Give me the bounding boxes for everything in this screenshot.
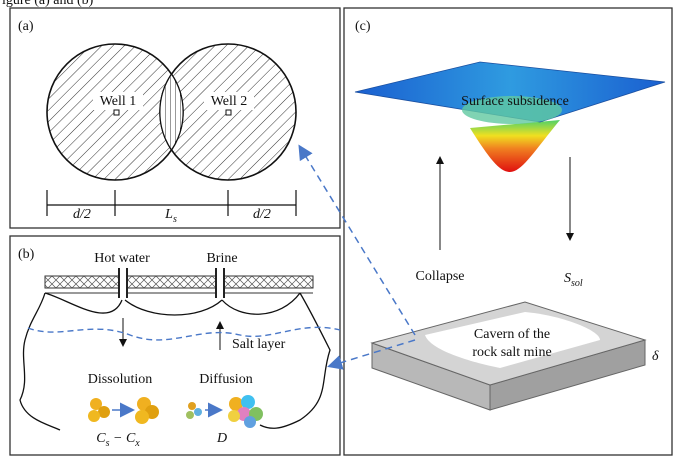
well-label: Hot water bbox=[94, 251, 150, 266]
subsidence-surface bbox=[355, 62, 665, 172]
dimension-label: Ls bbox=[164, 207, 177, 225]
well-label: Well 1 bbox=[100, 94, 137, 109]
well-label: Brine bbox=[206, 251, 237, 266]
panel-label: (c) bbox=[355, 19, 371, 34]
header-fragment: igure (a) and (b) bbox=[2, 0, 94, 8]
link-arrows bbox=[300, 147, 415, 366]
panel-label: (a) bbox=[18, 19, 34, 34]
cavern-label: rock salt mine bbox=[472, 345, 551, 360]
dimension-label: d/2 bbox=[73, 207, 91, 222]
particles bbox=[88, 395, 263, 428]
surface-label: Surface subsidence bbox=[461, 94, 569, 109]
well-label: Well 2 bbox=[211, 94, 248, 109]
process-label: Dissolution bbox=[88, 372, 153, 387]
equation: D bbox=[216, 431, 227, 446]
panel-b-frame bbox=[10, 236, 340, 455]
figure: igure (a) and (b) (a) Well 1 Well 2 d/2 … bbox=[0, 0, 677, 457]
dimension-label: d/2 bbox=[253, 207, 271, 222]
process-label: Diffusion bbox=[199, 372, 252, 387]
ground-layers bbox=[20, 268, 340, 430]
panel-label: (b) bbox=[18, 247, 35, 262]
thickness-label: δ bbox=[652, 349, 659, 364]
arrow-label: Ssol bbox=[564, 271, 583, 289]
layer-label: Salt layer bbox=[232, 337, 286, 352]
arrow-label: Collapse bbox=[416, 269, 465, 284]
cavern-label: Cavern of the bbox=[474, 327, 550, 342]
wells-plan bbox=[47, 44, 296, 180]
equation: Cs − Cx bbox=[96, 431, 140, 449]
